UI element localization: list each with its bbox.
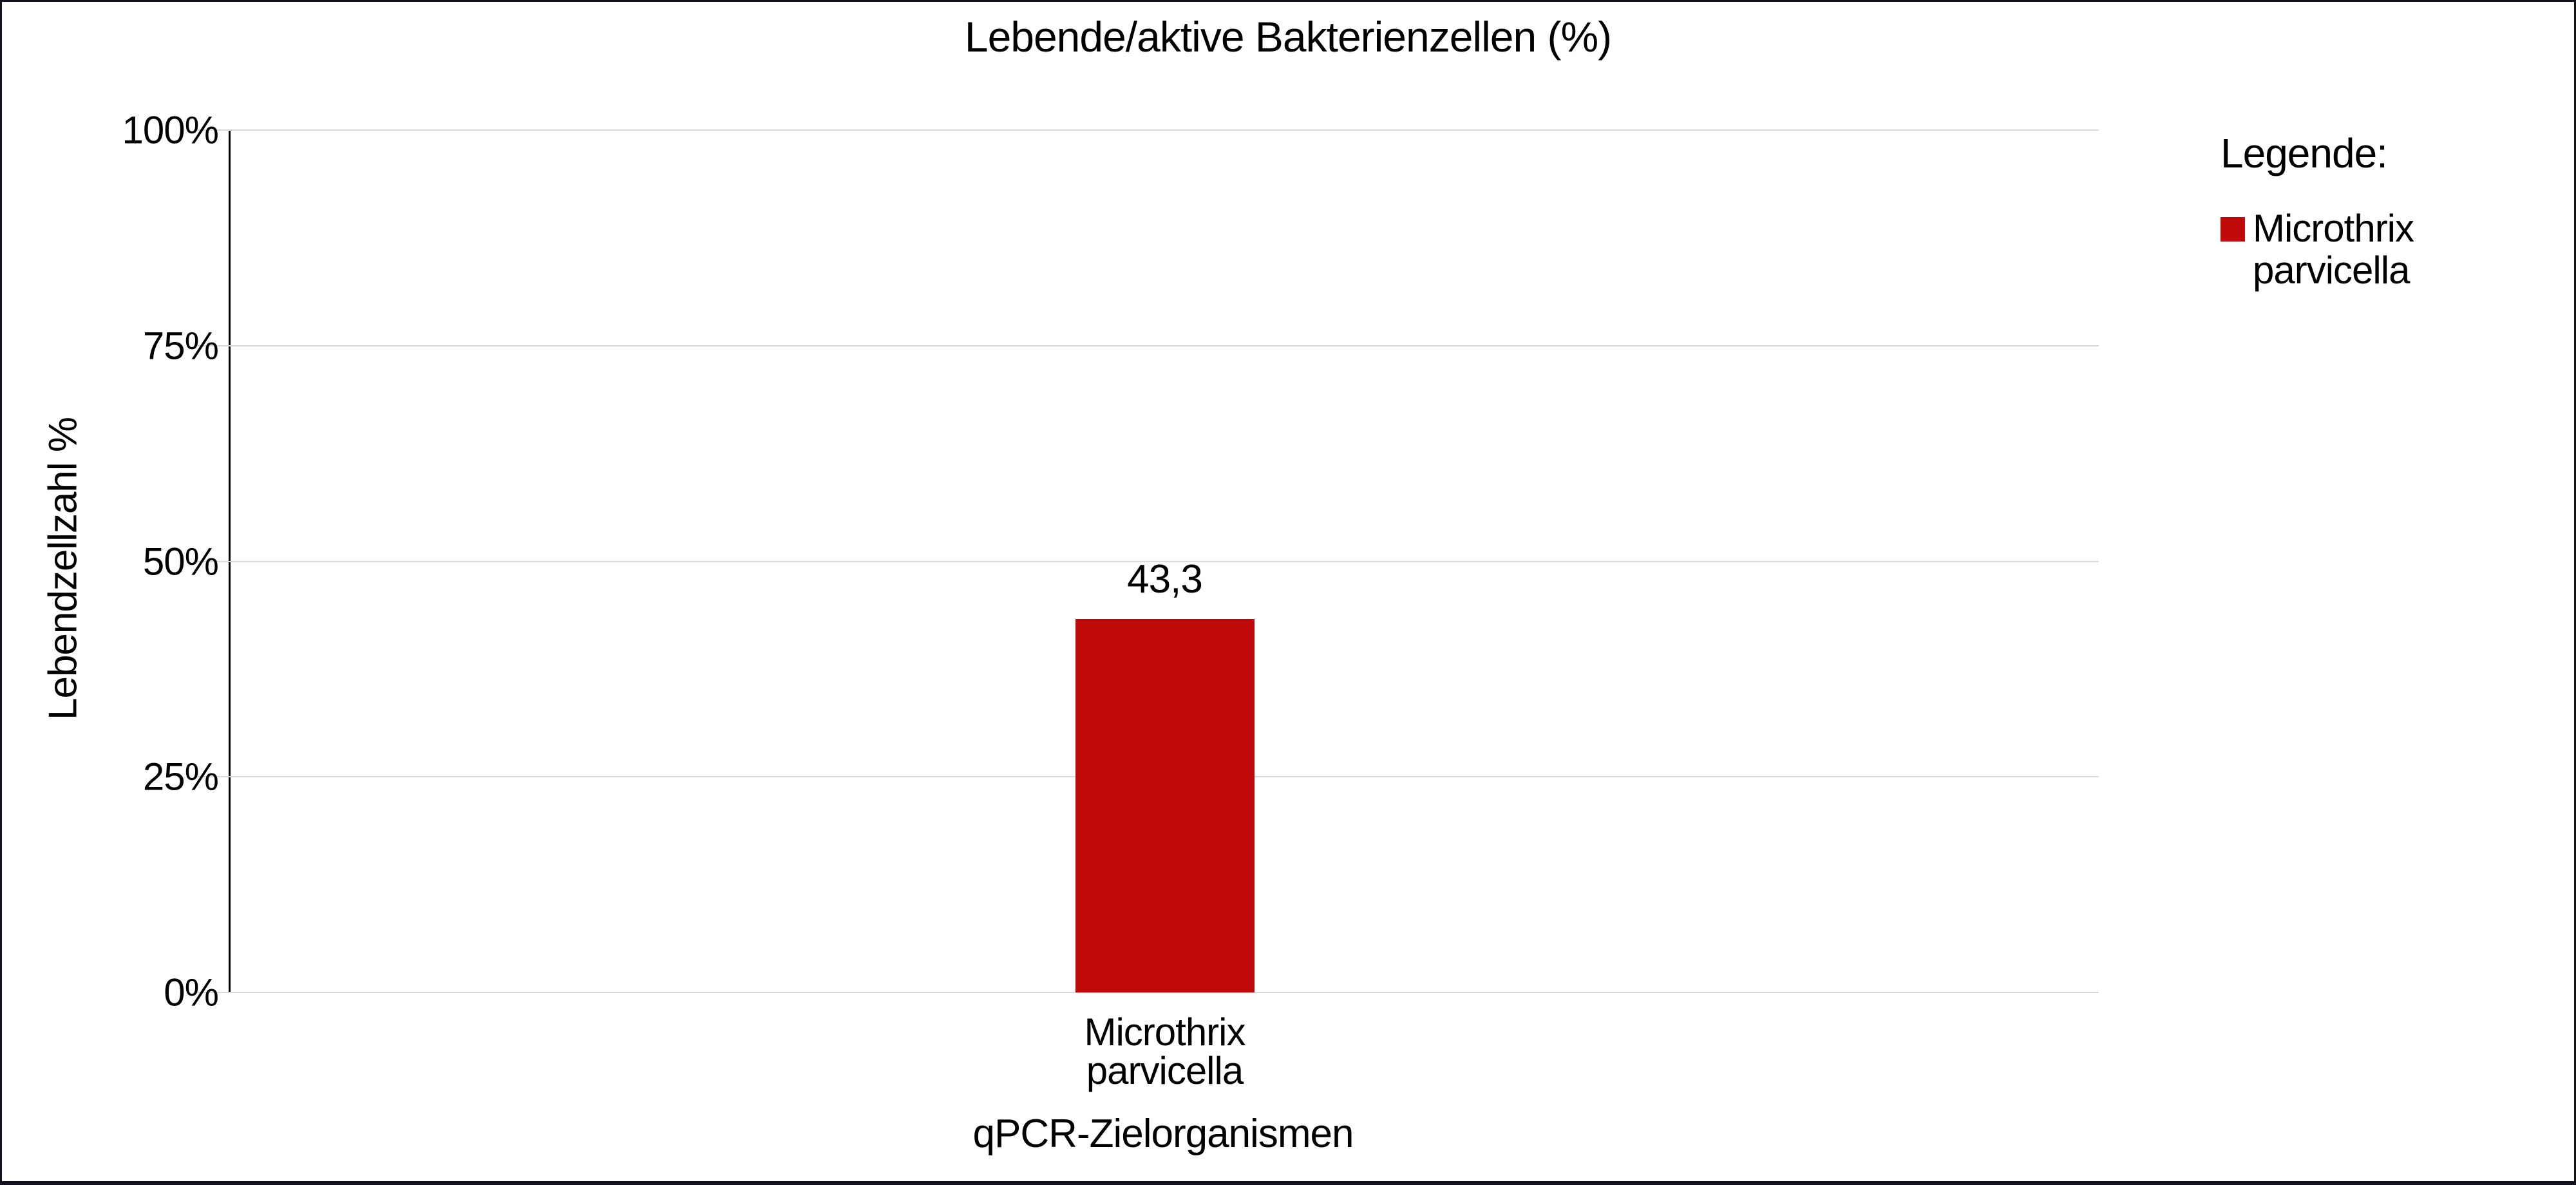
- y-tick-label: 50%: [142, 540, 219, 583]
- gridline-75%: [195, 345, 2099, 346]
- chart-title: Lebende/aktive Bakterienzellen (%): [964, 13, 1612, 61]
- y-tick-label: 100%: [122, 108, 219, 152]
- legend-item: Microthrix parvicella: [2221, 207, 2555, 292]
- x-axis-title: qPCR-Zielorganismen: [972, 1112, 1354, 1156]
- gridline-0%: [195, 992, 2099, 993]
- y-tick-label: 0%: [164, 971, 219, 1014]
- x-tick-label: Microthrix parvicella: [1084, 1010, 1245, 1092]
- legend-items: Microthrix parvicella: [2221, 207, 2555, 292]
- y-tick-label: 25%: [142, 755, 219, 799]
- legend-title: Legende:: [2221, 130, 2388, 176]
- bar-value-label: 43,3: [1127, 557, 1203, 602]
- legend-swatch-icon: [2221, 217, 2245, 242]
- gridline-50%: [195, 560, 2099, 562]
- y-tick-label: 75%: [142, 324, 219, 368]
- gridline-100%: [195, 129, 2099, 131]
- bar-Microthrix parvicella: [1075, 619, 1255, 992]
- legend-item-label: Microthrix parvicella: [2253, 207, 2414, 292]
- legend: Legende: Microthrix parvicella: [2221, 129, 2555, 292]
- y-axis-title: Lebendzellzahl %: [41, 417, 86, 721]
- plot-area: 0% 25% 50% 75% 100% 43,3 Microthrix parvicel…: [122, 109, 2099, 1156]
